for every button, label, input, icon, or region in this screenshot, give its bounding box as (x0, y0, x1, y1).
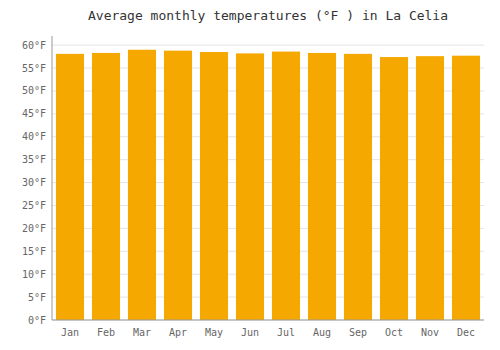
bar (128, 50, 156, 320)
bar (380, 57, 408, 320)
title: Average monthly temperatures (°F ) in La… (88, 8, 448, 23)
x-tick-label: May (205, 327, 223, 338)
y-tick-label: 0°F (28, 315, 46, 326)
x-tick-label: Aug (313, 327, 331, 338)
x-tick-label: Jan (61, 327, 79, 338)
y-tick-label: 30°F (22, 177, 46, 188)
bar (164, 51, 192, 320)
x-tick-label: Feb (97, 327, 115, 338)
y-tick-label: 35°F (22, 154, 46, 165)
y-tick-label: 40°F (22, 131, 46, 142)
x-tick-label: Apr (169, 327, 187, 338)
bar (56, 54, 84, 320)
bar (416, 56, 444, 320)
grid-line (52, 45, 484, 46)
y-tick-label: 20°F (22, 223, 46, 234)
y-tick-label: 55°F (22, 63, 46, 74)
bar (272, 52, 300, 320)
y-tick-label: 50°F (22, 85, 46, 96)
bar (92, 53, 120, 320)
x-tick-label: Mar (133, 327, 151, 338)
grid (52, 45, 484, 320)
x-tick-label: Oct (385, 327, 403, 338)
bars (56, 50, 480, 320)
x-tick-label: Jun (241, 327, 259, 338)
bar (200, 52, 228, 320)
x-tick-label: Nov (421, 327, 439, 338)
grid-line (52, 320, 484, 321)
bar (344, 54, 372, 320)
bar (308, 53, 336, 320)
y-tick-label: 25°F (22, 200, 46, 211)
y-tick-label: 60°F (22, 40, 46, 51)
x-tick-label: Sep (349, 327, 367, 338)
bar (452, 56, 480, 320)
chart: Average monthly temperatures (°F ) in La… (0, 0, 500, 350)
y-axis-line (52, 36, 53, 320)
y-tick-label: 15°F (22, 246, 46, 257)
x-axis-line (52, 320, 484, 321)
x-tick-label: Dec (457, 327, 475, 338)
bar (236, 53, 264, 320)
x-tick-label: Jul (277, 327, 295, 338)
y-tick-label: 5°F (28, 292, 46, 303)
y-tick-label: 10°F (22, 269, 46, 280)
y-tick-label: 45°F (22, 108, 46, 119)
